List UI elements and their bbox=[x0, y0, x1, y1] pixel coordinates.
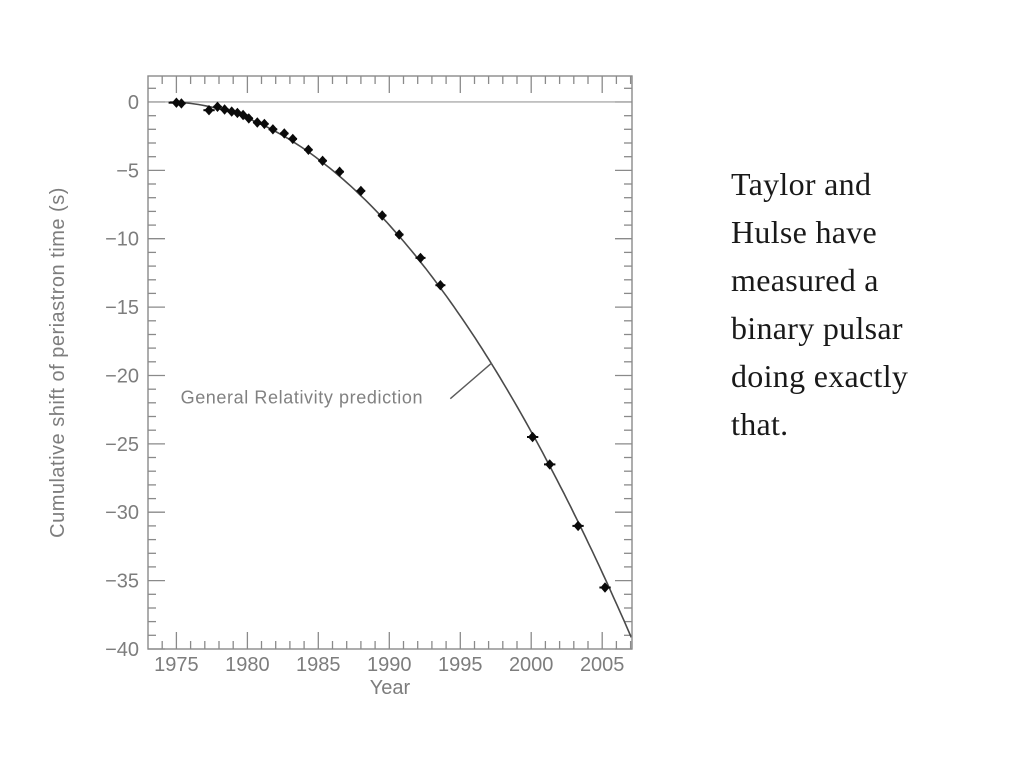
data-point-marker bbox=[220, 104, 230, 115]
caption-text-block: Taylor and Hulse have measured a binary … bbox=[731, 160, 981, 448]
data-point-marker bbox=[573, 520, 583, 532]
data-point-marker bbox=[204, 105, 214, 116]
x-tick-labels: 1975 1980 1985 1990 1995 2000 2005 bbox=[154, 654, 624, 676]
data-point-marker bbox=[212, 101, 223, 112]
y-tick-label: −20 bbox=[105, 366, 139, 388]
x-tick-label: 2000 bbox=[509, 654, 554, 676]
y-axis-ticks bbox=[148, 87, 632, 650]
caption-line: doing exactly bbox=[731, 358, 909, 394]
y-tick-label: −30 bbox=[105, 502, 139, 524]
y-tick-label: −15 bbox=[105, 297, 139, 319]
data-point-marker bbox=[356, 185, 366, 197]
data-point-marker bbox=[171, 97, 181, 108]
y-tick-label: −40 bbox=[105, 639, 139, 661]
y-tick-label: −5 bbox=[116, 160, 139, 182]
x-tick-label: 1990 bbox=[367, 654, 412, 676]
caption-line: that. bbox=[731, 406, 789, 442]
x-tick-label: 2005 bbox=[580, 654, 625, 676]
data-point-marker bbox=[545, 459, 555, 470]
data-point-marker bbox=[394, 229, 404, 240]
x-tick-label: 1980 bbox=[225, 654, 270, 676]
caption-line: measured a bbox=[731, 262, 879, 298]
caption-line: Hulse have bbox=[731, 214, 878, 250]
plot-frame bbox=[147, 75, 633, 650]
y-tick-label: 0 bbox=[128, 92, 139, 114]
annotation-arrow bbox=[449, 362, 492, 400]
caption-line: Taylor and bbox=[731, 166, 872, 202]
x-axis-ticks bbox=[161, 76, 632, 649]
data-point-marker bbox=[288, 133, 298, 145]
data-point-marker bbox=[415, 252, 426, 264]
y-tick-labels: 0 −5 −10 −15 −20 −25 −30 −35 −40 bbox=[105, 92, 139, 661]
data-point-marker bbox=[176, 98, 186, 109]
data-point-marker bbox=[268, 124, 278, 135]
x-tick-label: 1985 bbox=[296, 654, 341, 676]
data-point-marker bbox=[335, 166, 345, 177]
y-tick-label: −10 bbox=[105, 229, 139, 251]
data-point-marker bbox=[227, 106, 237, 117]
data-point-marker bbox=[259, 118, 269, 130]
data-points bbox=[168, 97, 611, 593]
x-tick-label: 1995 bbox=[438, 654, 483, 676]
x-tick-label: 1975 bbox=[154, 654, 199, 676]
data-point-marker bbox=[318, 155, 328, 166]
x-axis-title: Year bbox=[370, 677, 411, 699]
y-tick-label: −25 bbox=[105, 434, 139, 456]
data-point-marker bbox=[600, 582, 610, 593]
data-point-marker bbox=[244, 113, 254, 124]
caption-line: binary pulsar bbox=[731, 310, 903, 346]
data-point-marker bbox=[435, 280, 445, 291]
data-point-marker bbox=[377, 210, 387, 221]
annotation-label: General Relativity prediction bbox=[181, 387, 424, 407]
data-point-marker bbox=[279, 128, 289, 139]
y-tick-label: −35 bbox=[105, 571, 139, 593]
data-point-marker bbox=[252, 117, 262, 128]
data-point-marker bbox=[528, 431, 538, 443]
data-point-marker bbox=[303, 144, 313, 155]
y-axis-title: Cumulative shift of periastron time (s) bbox=[47, 187, 69, 538]
gr-prediction-curve bbox=[169, 101, 633, 638]
